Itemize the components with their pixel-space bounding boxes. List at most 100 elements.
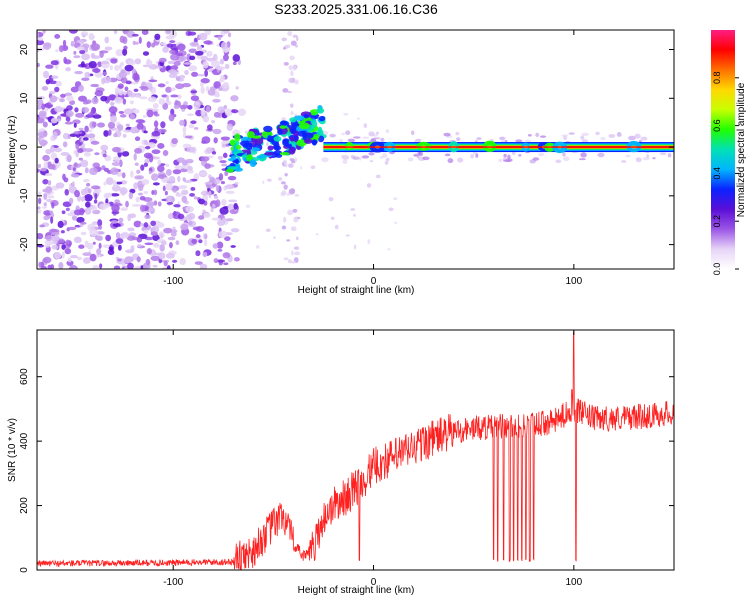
heatmap-cell [146, 58, 151, 66]
heatmap-cell [329, 133, 336, 138]
heatmap-cell [47, 180, 52, 186]
heatmap-cell [283, 61, 289, 66]
heatmap-cell [291, 260, 296, 264]
heatmap-cell [167, 236, 176, 241]
spectrogram-x-ticks: -100 0 100 [163, 30, 583, 287]
heatmap-cell [166, 94, 170, 103]
heatmap-cell [146, 248, 152, 255]
heatmap-cell [102, 71, 108, 76]
heatmap-cell [120, 76, 128, 84]
heatmap-cell [220, 41, 228, 50]
heatmap-cell [50, 152, 58, 160]
heatmap-cell [94, 90, 104, 97]
heatmap-cell [142, 262, 148, 269]
heatmap-cell [616, 132, 622, 137]
heatmap-cell [43, 202, 47, 207]
heatmap-cell [181, 195, 188, 203]
heatmap-cell [205, 86, 210, 92]
heatmap-cell [151, 156, 161, 160]
heatmap-cell [283, 47, 286, 50]
heatmap-cell [124, 64, 134, 72]
heatmap-cell [230, 245, 236, 248]
heatmap-cell [157, 159, 161, 166]
heatmap-cell [217, 249, 223, 252]
heatmap-cell [139, 96, 148, 100]
heatmap-cell [278, 177, 283, 181]
heatmap-cell [110, 101, 115, 108]
heatmap-cell [293, 216, 299, 223]
heatmap-cell [80, 159, 89, 168]
heatmap-cell [172, 229, 178, 233]
heatmap-cell [287, 209, 294, 216]
heatmap-cell [292, 65, 297, 71]
heatmap-cell [84, 46, 89, 53]
heatmap-cell [262, 180, 265, 185]
heatmap-cell [204, 118, 208, 122]
heatmap-cell [45, 64, 54, 69]
heatmap-cell [151, 190, 155, 196]
heatmap-cell [64, 248, 72, 255]
heatmap-cell [61, 210, 66, 215]
heatmap-cell [203, 212, 211, 218]
heatmap-cell [177, 175, 181, 183]
heatmap-cell [62, 141, 68, 148]
heatmap-cell [175, 240, 180, 246]
heatmap-cell [115, 181, 123, 185]
heatmap-cell [182, 126, 187, 133]
heatmap-cell [55, 49, 59, 52]
heatmap-cell [362, 136, 370, 139]
x-tick-label: 0 [371, 276, 377, 287]
heatmap-cell [347, 138, 356, 143]
heatmap-cell [164, 190, 168, 196]
heatmap-cell [288, 260, 293, 264]
heatmap-cell [137, 184, 144, 192]
colorbar: 0.0 0.2 0.4 0.6 0.8 Normalized spectral ampl… [711, 30, 747, 275]
heatmap-cell [99, 50, 104, 58]
heatmap-cell [142, 51, 150, 56]
heatmap-cell [215, 184, 220, 192]
heatmap-cell [222, 152, 228, 159]
heatmap-cell [60, 230, 65, 234]
heatmap-cell [142, 64, 150, 68]
heatmap-cell [367, 239, 371, 245]
heatmap-cell [170, 65, 179, 70]
heatmap-cell [112, 202, 121, 206]
heatmap-cell [122, 133, 127, 138]
heatmap-cell [134, 147, 142, 154]
heatmap-cell [65, 67, 72, 72]
heatmap-cell [159, 244, 165, 252]
heatmap-cell [187, 104, 193, 110]
heatmap-cell [242, 144, 248, 148]
heatmap-cell [43, 193, 48, 200]
heatmap-cell [133, 182, 138, 190]
heatmap-cell [54, 106, 63, 113]
heatmap-cell [90, 140, 100, 145]
heatmap-cell [65, 116, 71, 122]
heatmap-cell [193, 101, 201, 109]
heatmap-cell [74, 107, 79, 113]
heatmap-cell [535, 132, 540, 138]
heatmap-cell [518, 154, 522, 157]
colorbar-gradient [711, 30, 735, 269]
heatmap-cell [108, 129, 112, 136]
heatmap-cell [187, 31, 197, 36]
heatmap-cell [37, 99, 44, 106]
heatmap-cell [289, 103, 294, 108]
heatmap-cell [186, 146, 196, 153]
heatmap-cell [667, 153, 672, 158]
heatmap-cell [219, 160, 227, 164]
heatmap-cell [198, 215, 205, 220]
heatmap-cell [290, 40, 297, 46]
heatmap-cell [87, 223, 95, 232]
heatmap-cell [356, 117, 361, 120]
heatmap-cell [103, 130, 109, 137]
heatmap-cell [53, 251, 62, 260]
heatmap-cell [292, 34, 298, 38]
heatmap-cell [69, 255, 78, 259]
heatmap-cell [183, 101, 188, 106]
heatmap-cell [267, 145, 274, 151]
heatmap-cell [80, 196, 86, 202]
heatmap-cell [153, 242, 160, 248]
heatmap-cell [193, 173, 200, 181]
heatmap-cell [189, 41, 199, 47]
